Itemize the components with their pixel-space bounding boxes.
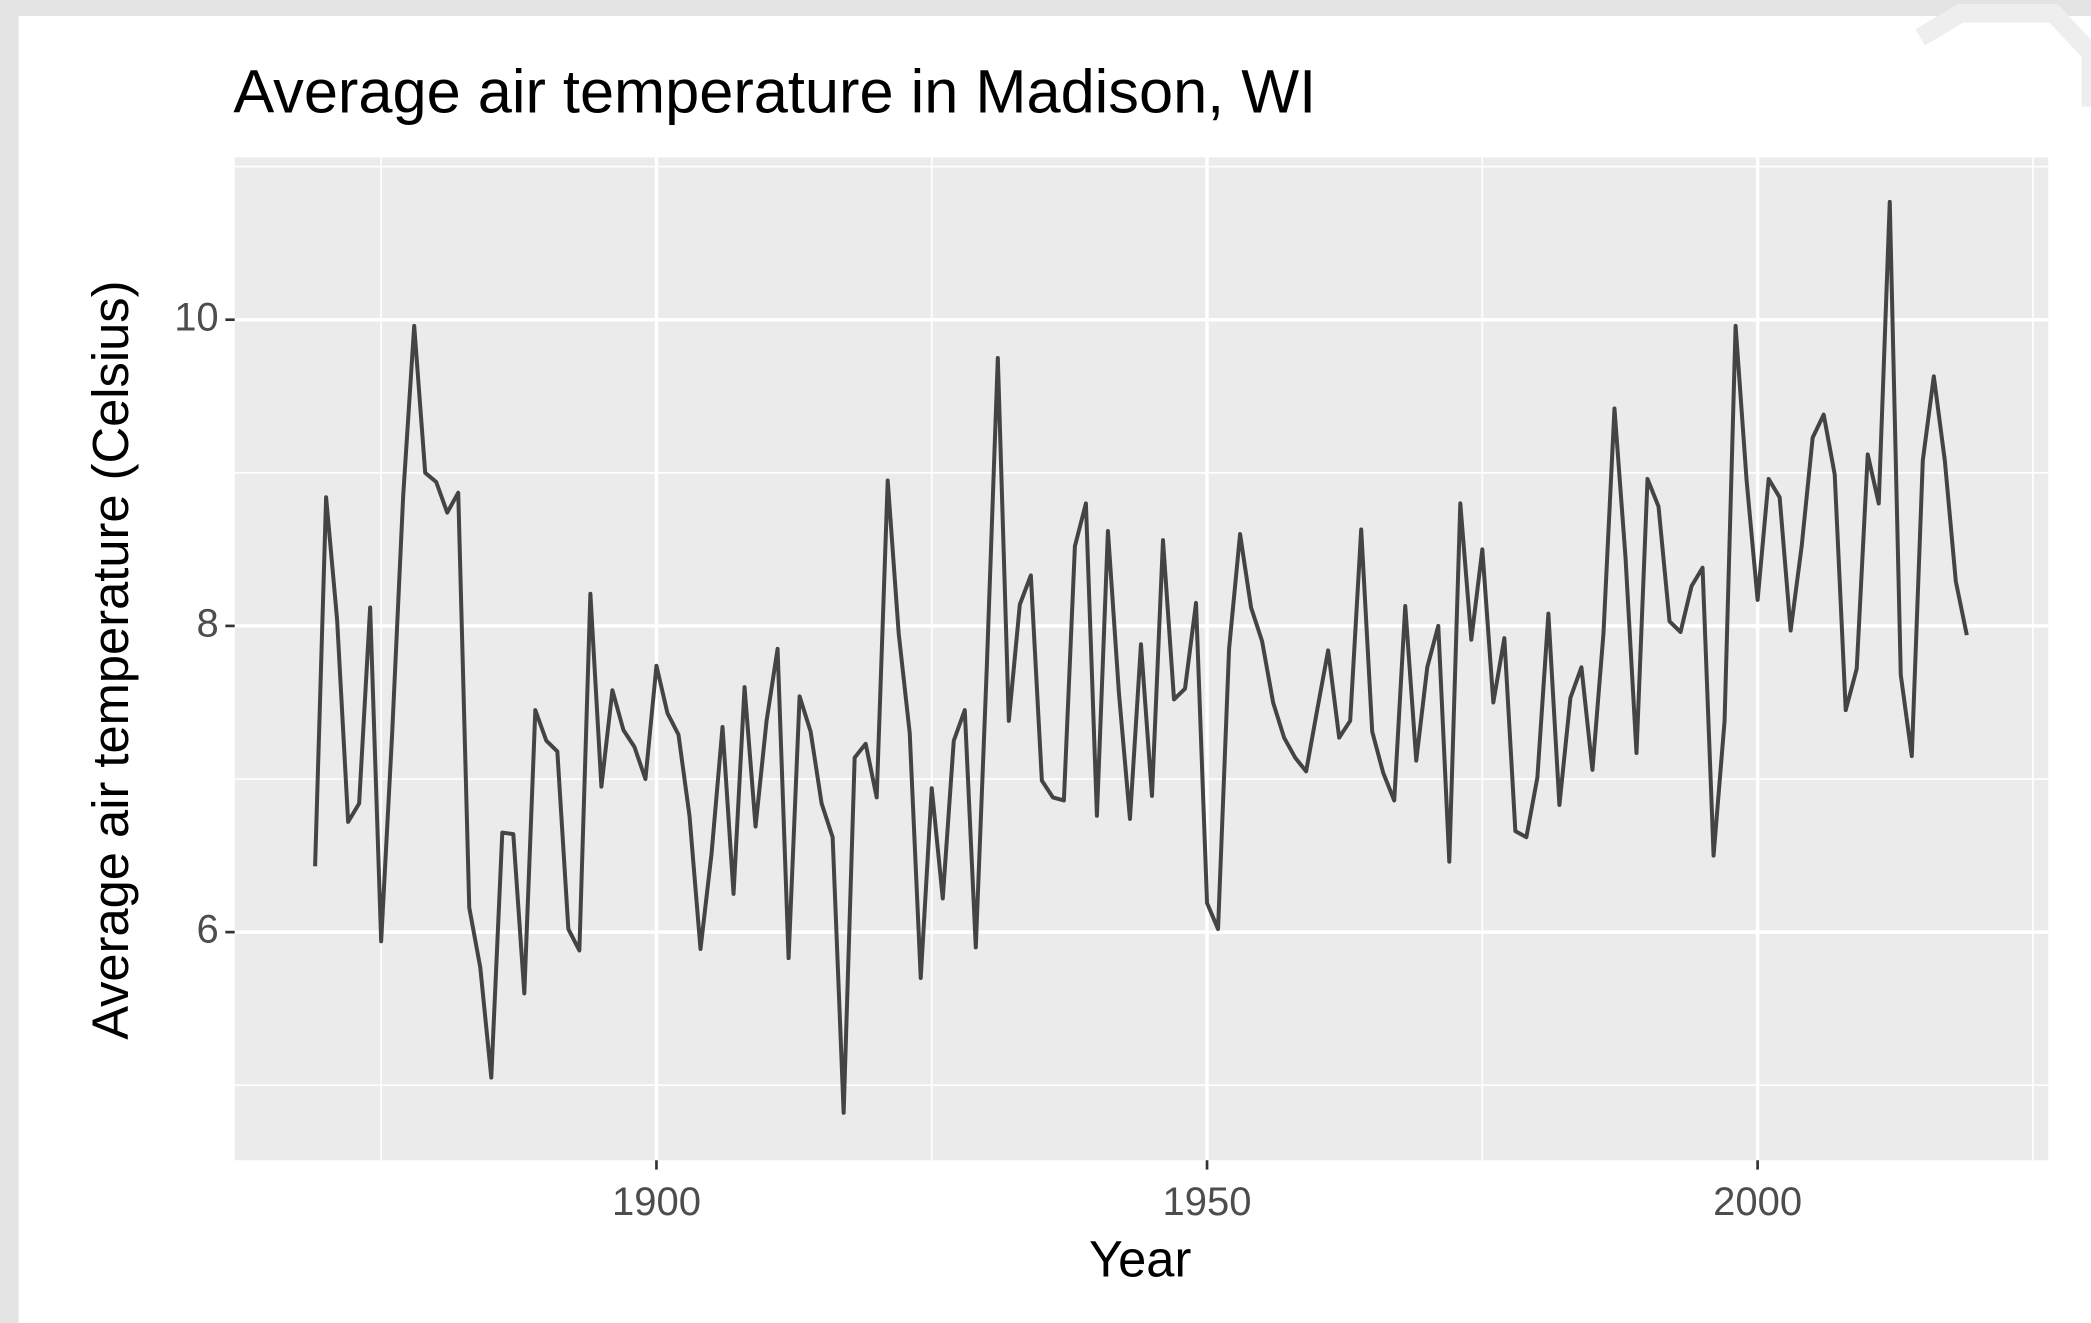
x-tick-label: 1950: [1163, 1180, 1252, 1224]
x-tick-label: 2000: [1713, 1180, 1802, 1224]
y-tick-label: 10: [174, 295, 219, 339]
line-series: [313, 199, 1969, 1115]
y-axis-label: Average air temperature (Celsius): [82, 281, 139, 1040]
y-tick-label: 6: [196, 908, 218, 952]
y-tick-label: 8: [196, 601, 218, 645]
x-axis-label: Year: [1089, 1230, 1191, 1287]
x-tick-label: 1900: [612, 1180, 701, 1224]
decoration: [1915, 4, 2091, 107]
chart-title: Average air temperature in Madison, WI: [233, 56, 1316, 125]
